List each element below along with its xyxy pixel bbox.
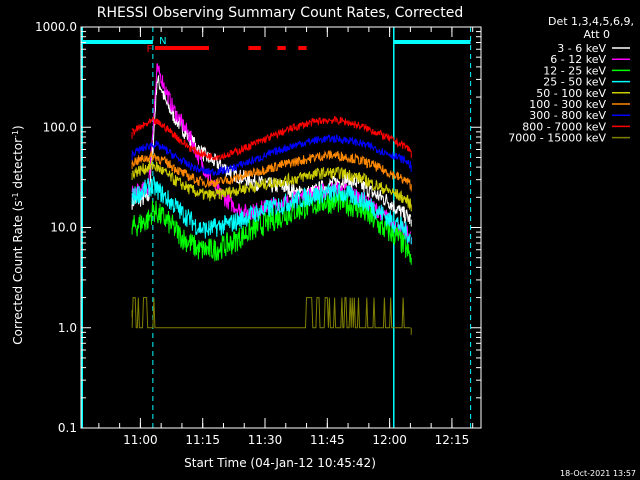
plot-area: FN: [81, 27, 472, 428]
legend-label-0: 3 - 6 keV: [557, 42, 606, 55]
night-flag-label: N: [159, 36, 166, 47]
x-tick-label: 12:15: [435, 433, 470, 447]
y-tick-label: 10.0: [50, 221, 77, 235]
legend-label-4: 50 - 100 keV: [536, 87, 606, 100]
chart-title: RHESSI Observing Summary Count Rates, Co…: [97, 5, 463, 21]
y-axis-label-sup2: -1: [11, 130, 20, 138]
night-interval-bar: [393, 40, 471, 44]
night-interval-bar: [82, 40, 153, 44]
legend-label-2: 12 - 25 keV: [543, 64, 606, 77]
x-tick-label: 11:45: [310, 433, 345, 447]
x-tick-label: 12:00: [372, 433, 407, 447]
series-line-8: [131, 297, 411, 329]
series-line-4: [131, 160, 412, 210]
flare-interval-bar: [154, 46, 209, 50]
legend-label-5: 100 - 300 keV: [529, 98, 606, 111]
series-line-0: [131, 75, 412, 225]
x-axis-label: Start Time (04-Jan-12 10:45:42): [184, 456, 376, 470]
y-tick-label: 1000.0: [35, 20, 77, 34]
legend-header-line2: Att 0: [584, 28, 610, 41]
y-axis-label-end: ): [11, 125, 25, 130]
legend-label-8: 7000 - 15000 keV: [508, 132, 606, 145]
x-tick-label: 11:30: [248, 433, 283, 447]
legend-label-7: 800 - 7000 keV: [522, 120, 606, 133]
series-line-6: [131, 134, 412, 177]
legend-label-6: 300 - 800 keV: [529, 109, 606, 122]
timestamp: 18-Oct-2021 13:57: [560, 469, 636, 478]
x-tick-label: 11:15: [185, 433, 220, 447]
series-line-5: [131, 150, 411, 190]
svg-text:Corrected Count Rate (s-1 dete: Corrected Count Rate (s-1 detector-1): [11, 125, 25, 344]
flare-interval-bar: [277, 46, 286, 50]
series-line-3: [131, 175, 412, 244]
x-tick-label: 11:00: [123, 433, 158, 447]
y-axis-label-mid: detector: [11, 138, 25, 193]
flare-interval-bar: [248, 46, 261, 50]
flare-flag-label: F: [147, 44, 153, 55]
series-line-7: [131, 115, 412, 161]
y-axis-label-main: Corrected Count Rate (s: [11, 200, 25, 344]
flare-interval-bar: [298, 46, 307, 50]
axes: 1000.0 100.0 10.0 1.0 0.1 11:00 11:15 11:30 11:4…: [35, 20, 482, 447]
series-line-2: [131, 190, 412, 263]
y-tick-label: 1.0: [58, 321, 77, 335]
legend-header-line1: Det 1,3,4,5,6,9,: [548, 15, 634, 28]
legend-label-1: 6 - 12 keV: [550, 53, 606, 66]
y-tick-label: 100.0: [43, 120, 77, 134]
legend-label-3: 25 - 50 keV: [543, 76, 606, 89]
y-tick-label: 0.1: [58, 421, 77, 435]
y-axis-label-sup1: -1: [11, 192, 20, 200]
y-axis-label: Corrected Count Rate (s-1 detector-1): [11, 125, 25, 344]
